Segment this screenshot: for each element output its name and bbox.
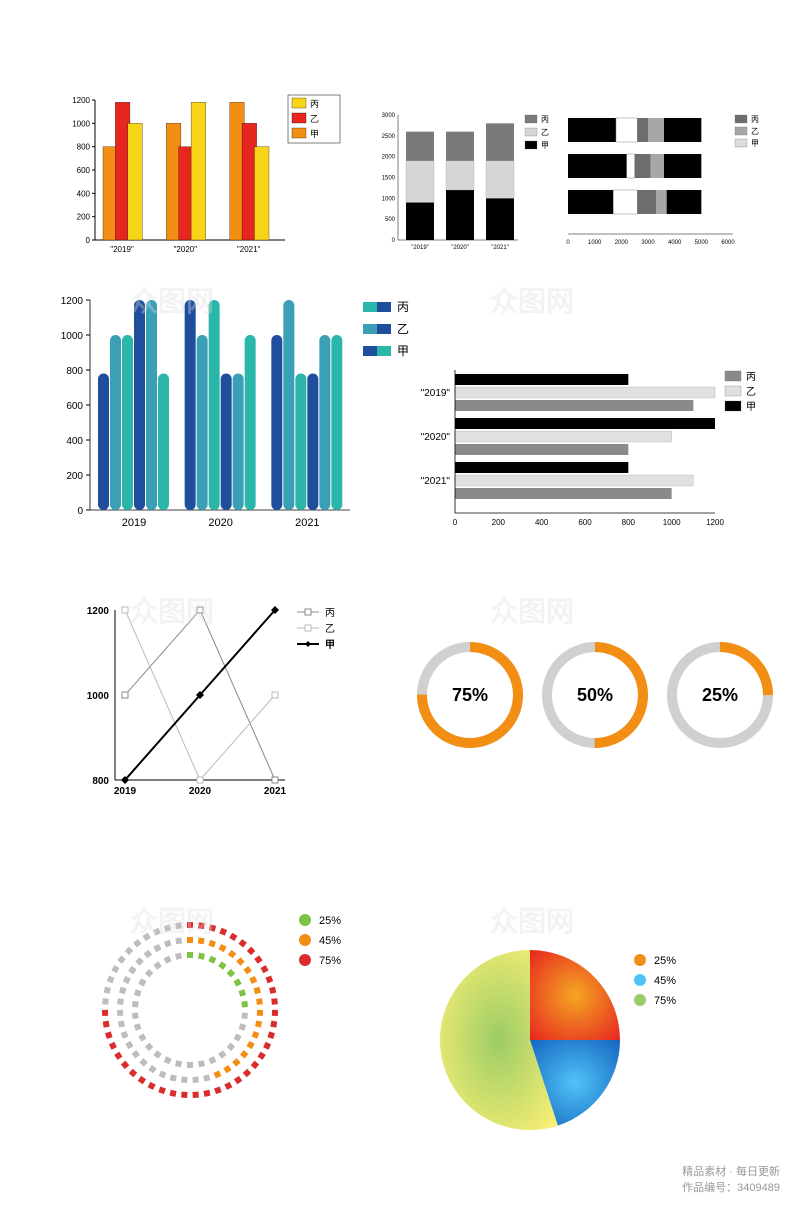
svg-text:25%: 25% [654, 955, 676, 967]
svg-text:2019: 2019 [114, 786, 137, 797]
svg-text:乙: 乙 [746, 386, 756, 398]
svg-text:50%: 50% [577, 685, 613, 705]
svg-text:5000: 5000 [695, 240, 709, 246]
svg-text:25%: 25% [702, 685, 738, 705]
svg-text:800: 800 [77, 143, 91, 152]
svg-text:2020: 2020 [208, 517, 232, 529]
svg-text:"2020": "2020" [451, 245, 469, 251]
watermark: 众图网 [490, 590, 574, 630]
svg-text:2019: 2019 [122, 517, 146, 529]
svg-text:200: 200 [492, 518, 506, 527]
svg-text:0: 0 [566, 240, 570, 246]
svg-text:3000: 3000 [382, 113, 396, 119]
svg-text:乙: 乙 [541, 128, 549, 137]
svg-text:乙: 乙 [751, 127, 759, 136]
svg-text:"2021": "2021" [237, 245, 261, 254]
svg-text:800: 800 [66, 366, 83, 377]
svg-text:甲: 甲 [541, 141, 549, 150]
svg-text:"2019": "2019" [411, 245, 429, 251]
svg-text:1500: 1500 [382, 176, 396, 182]
svg-text:丙: 丙 [397, 300, 409, 314]
svg-text:0: 0 [77, 506, 83, 517]
svg-text:400: 400 [66, 436, 83, 447]
svg-text:0: 0 [392, 238, 396, 244]
svg-text:甲: 甲 [397, 344, 409, 358]
dotted-ring-chart: 25% 45% 75% [80, 900, 420, 1120]
svg-text:1200: 1200 [61, 296, 84, 307]
hbar-chart: "2019" "2020" "2021" 0 200 400 600 800 1000 1200 丙… [410, 365, 780, 540]
svg-text:2021: 2021 [264, 786, 287, 797]
svg-text:乙: 乙 [325, 623, 335, 635]
svg-text:1000: 1000 [61, 331, 84, 342]
svg-text:75%: 75% [654, 995, 676, 1007]
svg-text:75%: 75% [319, 955, 341, 967]
svg-text:2000: 2000 [615, 240, 629, 246]
svg-text:800: 800 [622, 518, 636, 527]
svg-text:"2020": "2020" [174, 245, 198, 254]
svg-text:1000: 1000 [382, 196, 396, 202]
line-chart: 800 1000 1200 2019 2020 2021 丙乙甲 [75, 600, 375, 810]
svg-text:0: 0 [86, 236, 91, 245]
watermark: 众图网 [490, 280, 574, 320]
svg-text:1000: 1000 [87, 691, 110, 702]
bar-chart-1: 0 200 400 600 800 1000 1200 "2019" "2020" "2021" 丙… [60, 90, 350, 270]
svg-text:3000: 3000 [641, 240, 655, 246]
footer-line2: 作品编号：3409489 [682, 1179, 780, 1195]
pie-chart: 25% 45% 75% [430, 940, 750, 1140]
svg-text:1000: 1000 [72, 119, 90, 128]
svg-text:400: 400 [535, 518, 549, 527]
svg-text:4000: 4000 [668, 240, 682, 246]
svg-text:"2021": "2021" [491, 245, 509, 251]
svg-text:1200: 1200 [87, 606, 110, 617]
svg-text:800: 800 [92, 776, 109, 787]
svg-text:500: 500 [385, 217, 396, 223]
svg-text:"2019": "2019" [421, 388, 451, 399]
stacked-hbar-chart: 0 1000 2000 3000 4000 5000 6000 丙乙甲 [560, 110, 780, 260]
watermark: 众图网 [490, 900, 574, 940]
donut-charts: 75% 50% 25% [410, 630, 780, 760]
svg-text:丙: 丙 [325, 608, 335, 619]
svg-text:丙: 丙 [746, 372, 756, 383]
svg-text:甲: 甲 [310, 129, 319, 139]
footer-line1: 精品素材 · 每日更新 [682, 1163, 780, 1179]
svg-text:2020: 2020 [189, 786, 212, 797]
stacked-bar-chart: 0 500 1000 1500 2000 2500 3000 "2019" "2020" "202… [370, 110, 580, 260]
svg-text:乙: 乙 [310, 114, 319, 124]
svg-text:600: 600 [578, 518, 592, 527]
svg-text:乙: 乙 [397, 322, 409, 336]
svg-text:甲: 甲 [751, 139, 759, 148]
svg-text:75%: 75% [452, 685, 488, 705]
svg-text:"2020": "2020" [421, 432, 451, 443]
svg-text:1000: 1000 [663, 518, 681, 527]
svg-text:400: 400 [77, 189, 91, 198]
svg-text:1200: 1200 [72, 96, 90, 105]
svg-text:45%: 45% [654, 975, 676, 987]
svg-text:1200: 1200 [706, 518, 724, 527]
svg-text:45%: 45% [319, 935, 341, 947]
svg-text:丙: 丙 [751, 115, 759, 124]
svg-text:"2021": "2021" [421, 476, 451, 487]
svg-text:甲: 甲 [746, 402, 756, 413]
svg-text:2500: 2500 [382, 134, 396, 140]
svg-text:6000: 6000 [721, 240, 735, 246]
svg-text:2021: 2021 [295, 517, 319, 529]
svg-text:600: 600 [66, 401, 83, 412]
svg-text:200: 200 [66, 471, 83, 482]
svg-text:1000: 1000 [588, 240, 602, 246]
svg-text:"2019": "2019" [110, 245, 134, 254]
rounded-bar-chart: 0 200 400 600 800 1000 1200 2019 2020 2021 丙乙甲 [55, 290, 425, 540]
svg-text:600: 600 [77, 166, 91, 175]
svg-text:丙: 丙 [541, 115, 549, 124]
svg-text:25%: 25% [319, 915, 341, 927]
svg-text:甲: 甲 [325, 639, 335, 651]
footer: 精品素材 · 每日更新 作品编号：3409489 [682, 1163, 780, 1195]
svg-text:2000: 2000 [382, 155, 396, 161]
svg-text:0: 0 [453, 518, 458, 527]
svg-text:丙: 丙 [310, 99, 319, 109]
svg-text:200: 200 [77, 213, 91, 222]
